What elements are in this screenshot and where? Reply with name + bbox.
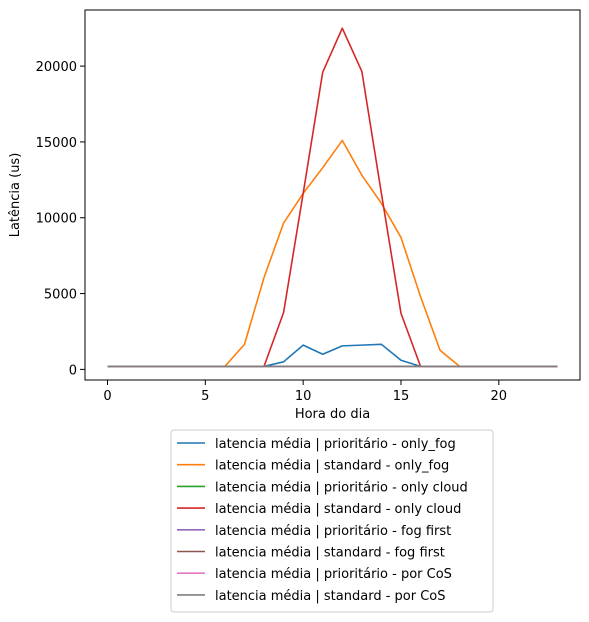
legend-entry: latencia média | standard - por CoS [215, 589, 446, 604]
legend-entry: latencia média | standard - only_fog [215, 459, 449, 474]
legend-box [170, 429, 494, 613]
x-tick-label: 15 [393, 389, 410, 404]
legend-entry: latencia média | standard - fog first [215, 546, 445, 561]
series-line-2 [107, 139, 558, 368]
plot-area-frame [84, 9, 581, 381]
legend-entry: latencia média | prioritário - only_fog [215, 437, 456, 452]
series-line-1 [107, 343, 558, 368]
y-axis-label: Latência (us) [8, 153, 23, 238]
x-tick-label: 10 [295, 389, 312, 404]
legend-entry: latencia média | standard - only cloud [215, 502, 461, 517]
series-lines [107, 27, 558, 368]
legend-entry: latencia média | prioritário - only clou… [215, 480, 468, 495]
series-line-4 [107, 27, 558, 368]
y-tick-label: 0 [69, 363, 77, 378]
legend-entry: latencia média | prioritário - fog first [215, 524, 451, 539]
y-tick-label: 10000 [36, 212, 77, 227]
y-tick-label: 20000 [36, 60, 77, 75]
y-tick-label: 15000 [36, 136, 77, 151]
x-tick-label: 0 [103, 389, 111, 404]
axis-ticks: 0 5 10 15 20 0 5000 10000 15000 20000 [36, 60, 507, 404]
legend: latencia média | prioritário - only_fogl… [170, 429, 494, 613]
x-axis-label: Hora do dia [295, 407, 370, 422]
x-tick-label: 20 [491, 389, 508, 404]
legend-entry: latencia média | prioritário - por CoS [215, 567, 452, 582]
x-tick-label: 5 [201, 389, 209, 404]
y-tick-label: 5000 [44, 288, 77, 303]
